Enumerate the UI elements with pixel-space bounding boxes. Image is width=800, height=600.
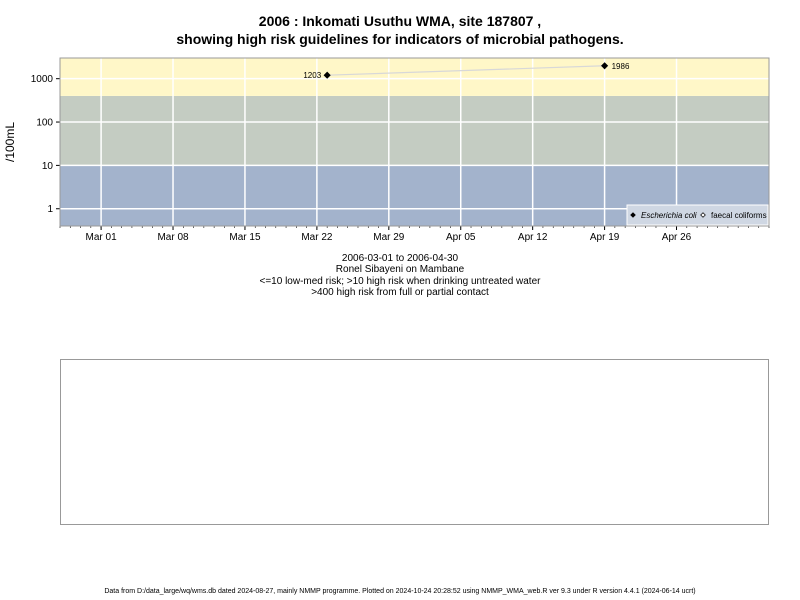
x-tick-label: Mar 29 (373, 232, 405, 243)
data-label: 1203 (303, 71, 321, 80)
x-tick-label: Mar 08 (157, 232, 189, 243)
y-tick-label: 10 (42, 161, 54, 172)
x-tick-label: Mar 22 (301, 232, 333, 243)
chart-subtitle: showing high risk guidelines for indicat… (176, 31, 624, 47)
y-tick-label: 1000 (31, 74, 54, 85)
sampler-caption: Ronel Sibayeni on Mambane (335, 264, 465, 275)
x-tick-label: Apr 19 (590, 232, 620, 243)
y-axis-label: /100mL (3, 122, 17, 162)
x-tick-label: Apr 26 (662, 232, 692, 243)
x-tick-label: Mar 15 (229, 232, 261, 243)
chart-title: 2006 : Inkomati Usuthu WMA, site 187807 … (258, 13, 542, 29)
plot-frame (59, 57, 770, 227)
series-line-0 (327, 65, 605, 76)
risk-caption-drinking: <=10 low-med risk; >10 high risk when dr… (259, 276, 541, 287)
y-tick-label: 100 (36, 118, 53, 129)
x-tick-label: Apr 12 (518, 232, 548, 243)
risk-band-1 (60, 95, 769, 166)
legend-marker (700, 212, 706, 218)
x-tick-label: Mar 01 (86, 232, 118, 243)
legend-label: faecal coliforms (711, 211, 767, 220)
y-tick-label: 1 (47, 204, 53, 215)
footer-note: Data from D:/data_large/wq/wms.db dated … (104, 588, 696, 595)
data-point (323, 71, 331, 79)
risk-caption-contact: >400 high risk from full or partial cont… (311, 287, 489, 298)
legend-marker (630, 212, 636, 218)
x-tick-label: Apr 05 (446, 232, 476, 243)
risk-band-2 (60, 58, 769, 96)
data-point (601, 62, 609, 70)
empty-lower-panel (60, 359, 769, 525)
legend-label: Escherichia coli (641, 211, 697, 220)
date-range-caption: 2006-03-01 to 2006-04-30 (341, 253, 459, 264)
data-label: 1986 (612, 62, 630, 71)
legend-box (626, 204, 769, 226)
